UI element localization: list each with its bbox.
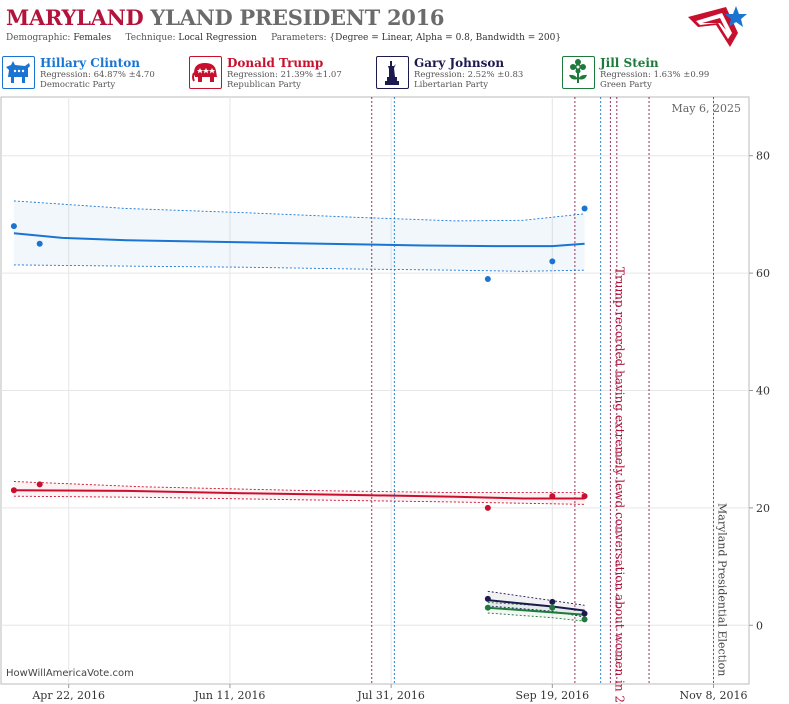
data-point xyxy=(10,223,17,230)
candidate-regression: Regression: 64.87% ±4.70 xyxy=(40,70,155,80)
annotation: Maryland Presidential Election xyxy=(716,503,729,676)
candidate-party: Libertarian Party xyxy=(414,80,489,90)
confidence-upper xyxy=(13,200,585,222)
x-tick-label: Sep 19, 2016 xyxy=(516,689,590,702)
x-tick-label: Nov 8, 2016 xyxy=(680,689,748,702)
annotation: Trump recorded having extremely lewd con… xyxy=(612,267,626,704)
y-tick-label: 20 xyxy=(756,502,770,515)
data-point xyxy=(549,258,556,265)
confidence-lower xyxy=(13,495,585,505)
demographic-label: Demographic: xyxy=(6,33,71,43)
candidate-johnson: Gary Johnson Regression: 2.52% ±0.83 Lib… xyxy=(376,55,561,92)
confidence-lower xyxy=(13,264,585,272)
data-point xyxy=(549,604,556,611)
candidate-regression: Regression: 1.63% ±0.99 xyxy=(600,70,710,80)
demographic-value: Females xyxy=(73,33,112,43)
confidence-band xyxy=(13,481,585,505)
x-tick-label: Jul 31, 2016 xyxy=(356,689,425,702)
data-point xyxy=(484,275,491,282)
data-point xyxy=(484,504,491,511)
current-date-label: May 6, 2025 xyxy=(671,102,741,115)
candidate-clinton: Hillary Clinton Regression: 64.87% ±4.70… xyxy=(2,55,187,92)
statue-of-liberty-icon xyxy=(376,56,409,89)
flower-icon xyxy=(562,56,595,89)
data-point xyxy=(549,493,556,500)
title-rest: YLAND PRESIDENT 2016 xyxy=(150,5,445,30)
y-tick-label: 40 xyxy=(756,385,770,398)
candidate-party: Green Party xyxy=(600,80,652,90)
site-logo-icon xyxy=(688,6,747,47)
technique-label: Technique: xyxy=(125,33,176,43)
y-tick-label: 0 xyxy=(756,619,763,632)
data-point xyxy=(484,604,491,611)
confidence-band xyxy=(13,200,585,272)
data-point xyxy=(484,595,491,602)
candidate-name: Gary Johnson xyxy=(414,56,505,70)
elephant-icon xyxy=(189,56,222,89)
trend-line xyxy=(13,489,585,500)
donkey-icon xyxy=(2,56,35,89)
parameters-label: Parameters: xyxy=(271,33,327,43)
candidate-regression: Regression: 2.52% ±0.83 xyxy=(414,70,524,80)
trend-line xyxy=(13,232,585,248)
data-point xyxy=(581,493,588,500)
confidence-lower xyxy=(487,605,585,618)
confidence-upper xyxy=(13,481,585,494)
technique-value: Local Regression xyxy=(178,33,257,43)
watermark: HowWillAmericaVote.com xyxy=(6,668,134,679)
chart-title: MARYLAND YLAND PRESIDENT 2016 xyxy=(6,5,445,30)
candidate-trump: Donald Trump Regression: 21.39% ±1.07 Re… xyxy=(189,55,374,92)
data-point xyxy=(581,610,588,617)
title-state: MARYLAND xyxy=(6,5,144,30)
data-point xyxy=(36,240,43,247)
candidate-name: Donald Trump xyxy=(227,56,324,70)
data-point xyxy=(549,598,556,605)
candidate-regression: Regression: 21.39% ±1.07 xyxy=(227,70,342,80)
candidate-party: Democratic Party xyxy=(40,80,116,90)
data-point xyxy=(36,481,43,488)
parameters-value: {Degree = Linear, Alpha = 0.8, Bandwidth… xyxy=(329,33,562,43)
parameters-line: Demographic: Females Technique: Local Re… xyxy=(6,33,561,43)
candidate-name: Jill Stein xyxy=(600,56,659,70)
y-tick-label: 80 xyxy=(756,150,770,163)
x-tick-label: Apr 22, 2016 xyxy=(31,689,105,702)
data-point xyxy=(581,205,588,212)
data-point xyxy=(581,616,588,623)
confidence-lower xyxy=(487,612,585,622)
candidate-stein: Jill Stein Regression: 1.63% ±0.99 Green… xyxy=(562,55,747,92)
trend-line xyxy=(487,606,585,616)
candidate-name: Hillary Clinton xyxy=(40,56,140,70)
x-tick-label: Jun 11, 2016 xyxy=(193,689,265,702)
y-tick-label: 60 xyxy=(756,267,770,280)
candidate-party: Republican Party xyxy=(227,80,301,90)
data-point xyxy=(10,487,17,494)
